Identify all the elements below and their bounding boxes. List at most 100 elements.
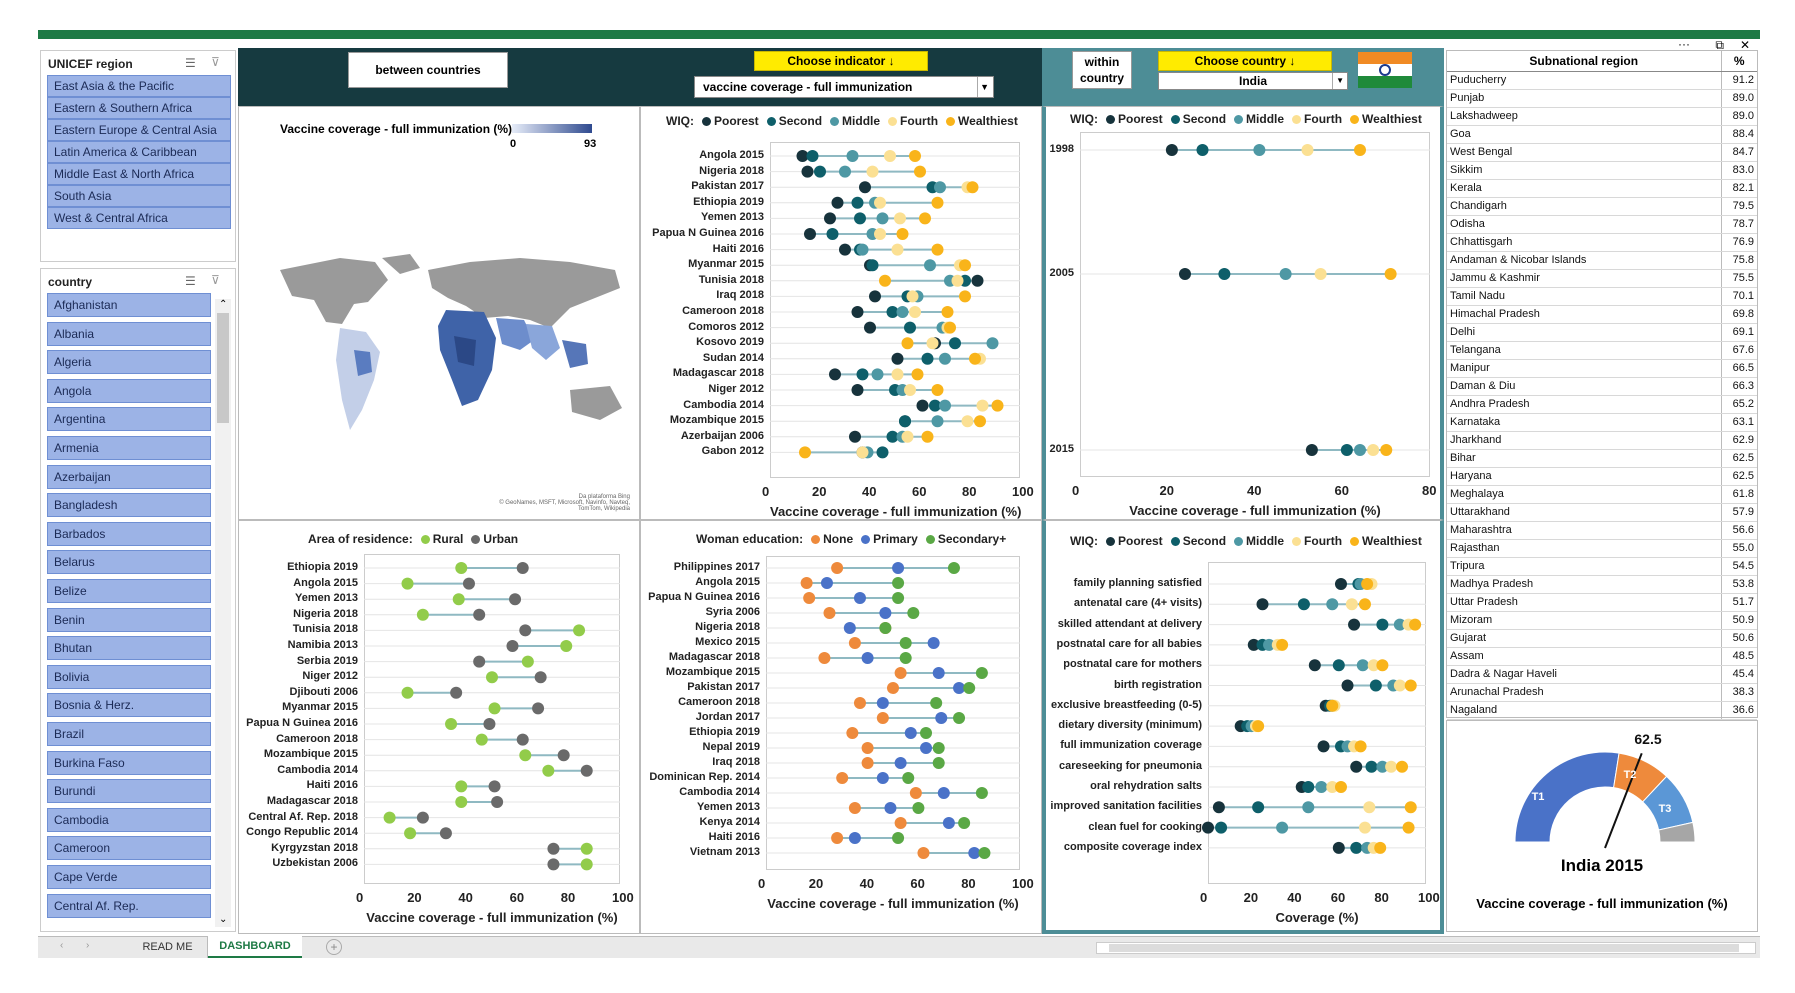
close-icon[interactable]: ✕ — [1739, 38, 1750, 52]
country-slicer-item[interactable]: Burundi — [47, 779, 211, 804]
legend-item[interactable]: None — [823, 532, 854, 546]
country-dropdown[interactable]: India ▼ — [1158, 72, 1348, 90]
legend-item[interactable]: Second — [1182, 534, 1227, 548]
horizontal-scrollbar[interactable] — [1096, 942, 1756, 954]
tab-readme[interactable]: READ ME — [128, 937, 208, 958]
table-row[interactable]: Chandigarh 79.5 — [1447, 197, 1757, 216]
legend-item[interactable]: Second — [1182, 112, 1227, 126]
legend-item[interactable]: Middle — [842, 114, 881, 128]
country-slicer-item[interactable]: Barbados — [47, 521, 211, 546]
clear-filter-icon[interactable]: ⊽ — [211, 55, 220, 69]
table-row[interactable]: Jammu & Kashmir 75.5 — [1447, 269, 1757, 288]
country-slicer-item[interactable]: Central Af. Rep. — [47, 893, 211, 918]
indicator-dropdown[interactable]: vaccine coverage - full immunization ▼ — [694, 76, 994, 98]
table-row[interactable]: Mizoram 50.9 — [1447, 611, 1757, 630]
tab-next-icon[interactable]: › — [86, 940, 90, 951]
country-slicer-item[interactable]: Bangladesh — [47, 493, 211, 518]
country-slicer-item[interactable]: Azerbaijan — [47, 464, 211, 489]
country-slicer-item[interactable]: Benin — [47, 607, 211, 632]
table-row[interactable]: Andhra Pradesh 65.2 — [1447, 395, 1757, 414]
more-icon[interactable]: ··· — [1678, 37, 1690, 51]
legend-item[interactable]: Secondary+ — [937, 532, 1007, 546]
dropdown-arrow-icon[interactable]: ▼ — [1332, 73, 1347, 89]
table-row[interactable]: Gujarat 50.6 — [1447, 629, 1757, 648]
table-row[interactable]: Goa 88.4 — [1447, 125, 1757, 144]
region-slicer-item[interactable]: Middle East & North Africa — [47, 163, 231, 185]
table-row[interactable]: Delhi 69.1 — [1447, 323, 1757, 342]
table-row[interactable]: Dadra & Nagar Haveli 45.4 — [1447, 665, 1757, 684]
legend-item[interactable]: Fourth — [1304, 534, 1343, 548]
choose-indicator-button[interactable]: Choose indicator ↓ — [754, 51, 928, 71]
table-row[interactable]: Assam 48.5 — [1447, 647, 1757, 666]
table-row[interactable]: Andaman & Nicobar Islands 75.8 — [1447, 251, 1757, 270]
col-region-header[interactable]: Subnational region — [1447, 51, 1722, 72]
scroll-down-icon[interactable]: ⌄ — [219, 914, 228, 925]
country-slicer-item[interactable]: Bosnia & Herz. — [47, 693, 211, 718]
table-row[interactable]: Haryana 62.5 — [1447, 467, 1757, 486]
table-row[interactable]: Nagaland 36.6 — [1447, 701, 1757, 720]
tab-prev-icon[interactable]: ‹ — [60, 940, 64, 951]
table-row[interactable]: Arunachal Pradesh 38.3 — [1447, 683, 1757, 702]
slicer-scrollbar[interactable]: ⌃ ⌄ — [215, 299, 231, 927]
legend-item[interactable]: Urban — [483, 532, 519, 546]
region-slicer-item[interactable]: East Asia & the Pacific — [47, 75, 231, 97]
region-slicer-item[interactable]: Eastern Europe & Central Asia — [47, 119, 231, 141]
legend-item[interactable]: Poorest — [1118, 112, 1163, 126]
table-row[interactable]: Karnataka 63.1 — [1447, 413, 1757, 432]
legend-item[interactable]: Poorest — [1118, 534, 1163, 548]
hscroll-thumb[interactable] — [1109, 944, 1739, 952]
table-row[interactable]: Telangana 67.6 — [1447, 341, 1757, 360]
country-slicer-item[interactable]: Cambodia — [47, 807, 211, 832]
country-slicer-item[interactable]: Cameroon — [47, 836, 211, 861]
country-slicer-item[interactable]: Armenia — [47, 436, 211, 460]
legend-item[interactable]: Fourth — [1304, 112, 1343, 126]
world-map[interactable] — [270, 240, 640, 480]
legend-item[interactable]: Fourth — [900, 114, 939, 128]
restore-icon[interactable]: ⧉ — [1715, 38, 1724, 52]
country-slicer-item[interactable]: Belize — [47, 579, 211, 603]
legend-item[interactable]: Primary — [873, 532, 918, 546]
region-slicer-item[interactable]: Eastern & Southern Africa — [47, 97, 231, 119]
legend-item[interactable]: Second — [778, 114, 823, 128]
region-slicer-item[interactable]: South Asia — [47, 185, 231, 207]
legend-item[interactable]: Wealthiest — [1362, 112, 1422, 126]
legend-item[interactable]: Wealthiest — [1362, 534, 1422, 548]
table-row[interactable]: Odisha 78.7 — [1447, 215, 1757, 234]
scroll-up-icon[interactable]: ⌃ — [219, 299, 228, 310]
legend-item[interactable]: Rural — [432, 532, 464, 546]
table-row[interactable]: Meghalaya 61.8 — [1447, 485, 1757, 504]
table-row[interactable]: Sikkim 83.0 — [1447, 161, 1757, 180]
table-row[interactable]: Maharashtra 56.6 — [1447, 521, 1757, 540]
legend-item[interactable]: Wealthiest — [958, 114, 1018, 128]
table-row[interactable]: Tripura 54.5 — [1447, 557, 1757, 576]
country-slicer-item[interactable]: Burkina Faso — [47, 750, 211, 775]
tab-dashboard[interactable]: DASHBOARD — [208, 936, 302, 958]
country-slicer-item[interactable]: Brazil — [47, 722, 211, 746]
legend-item[interactable]: Poorest — [714, 114, 759, 128]
region-slicer-item[interactable]: West & Central Africa — [47, 207, 231, 229]
legend-item[interactable]: Middle — [1246, 534, 1285, 548]
country-slicer-item[interactable]: Bhutan — [47, 636, 211, 661]
table-row[interactable]: Daman & Diu 66.3 — [1447, 377, 1757, 396]
country-slicer-item[interactable]: Afghanistan — [47, 293, 211, 317]
table-row[interactable]: Punjab 89.0 — [1447, 89, 1757, 108]
clear-filter-icon[interactable]: ⊽ — [211, 273, 220, 287]
table-row[interactable]: Puducherry 91.2 — [1447, 71, 1757, 90]
table-row[interactable]: Chhattisgarh 76.9 — [1447, 233, 1757, 252]
table-row[interactable]: Lakshadweep 89.0 — [1447, 107, 1757, 126]
table-row[interactable]: Rajasthan 55.0 — [1447, 539, 1757, 558]
country-slicer-item[interactable]: Algeria — [47, 350, 211, 375]
table-row[interactable]: Kerala 82.1 — [1447, 179, 1757, 198]
country-slicer-item[interactable]: Cape Verde — [47, 865, 211, 889]
table-row[interactable]: Himachal Pradesh 69.8 — [1447, 305, 1757, 324]
country-slicer-item[interactable]: Belarus — [47, 550, 211, 575]
dropdown-arrow-icon[interactable]: ▼ — [977, 77, 991, 97]
region-slicer-item[interactable]: Latin America & Caribbean — [47, 141, 231, 163]
scroll-thumb[interactable] — [217, 313, 229, 423]
table-row[interactable]: Uttarakhand 57.9 — [1447, 503, 1757, 522]
country-slicer-item[interactable]: Albania — [47, 321, 211, 346]
table-row[interactable]: Manipur 66.5 — [1447, 359, 1757, 378]
choose-country-button[interactable]: Choose country ↓ — [1158, 51, 1332, 71]
multi-select-icon[interactable]: ☰ — [185, 56, 196, 70]
table-row[interactable]: West Bengal 84.7 — [1447, 143, 1757, 162]
